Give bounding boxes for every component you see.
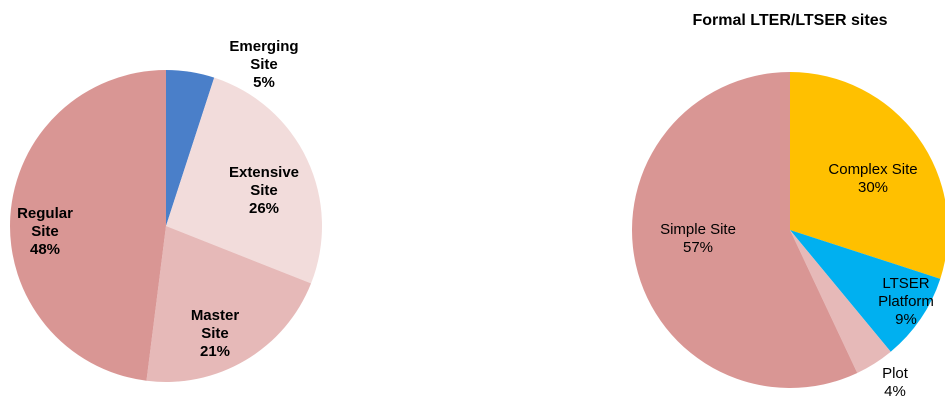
pie-slice-plot xyxy=(790,230,891,373)
slice-label-regular-site: Regular Site 48% xyxy=(17,205,73,258)
pie-slice-simple-site xyxy=(631,71,858,388)
pie-slice-extensive-site xyxy=(166,77,323,284)
pie-slice-regular-site xyxy=(10,70,167,381)
slice-label-master-site: Master Site 21% xyxy=(191,307,240,360)
pie-slice-complex-site xyxy=(790,72,945,279)
pie-slice-ltser-platform xyxy=(790,230,941,352)
slice-label-ltser-platform: LTSER Platform 9% xyxy=(878,275,934,328)
slice-label-plot: Plot 4% xyxy=(882,365,909,400)
slice-label-extensive-site: Extensive Site 26% xyxy=(229,164,299,217)
pie-slice-master-site xyxy=(146,226,312,383)
pie-slice-emerging-site xyxy=(166,70,215,226)
slice-label-emerging-site: Emerging Site 5% xyxy=(229,38,298,91)
chart-2-title: Formal LTER/LTSER sites xyxy=(693,12,888,29)
pie-chart-site-types: Emerging Site 5% Extensive Site 26% Master Site… xyxy=(10,38,323,383)
slice-label-simple-site: Simple Site 57% xyxy=(660,221,736,256)
slice-label-complex-site: Complex Site 30% xyxy=(828,161,917,196)
pie-chart-formal-lter-ltser-sites: Complex Site 30% LTSER Platform 9% Plot 4% Simp… xyxy=(631,71,945,400)
